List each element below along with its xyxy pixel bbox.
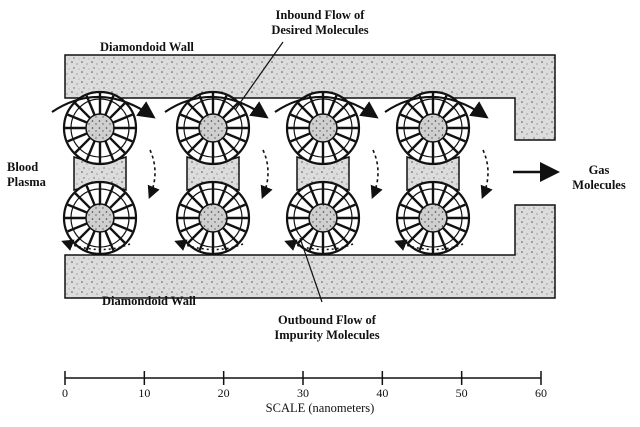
outbound-pointer-line bbox=[299, 237, 323, 303]
rotor-array bbox=[51, 90, 493, 256]
inbound-label-line2: Desired Molecules bbox=[271, 23, 369, 37]
scale-tick-label: 50 bbox=[455, 386, 468, 400]
rotation-dashed-arrow bbox=[480, 149, 493, 199]
top-rotor-4 bbox=[395, 90, 471, 166]
bottom-rotor-2 bbox=[175, 180, 251, 256]
rotor-hub bbox=[308, 203, 338, 233]
scale-tick-label: 60 bbox=[535, 386, 547, 400]
bottom-rotor-3 bbox=[285, 180, 361, 256]
top-rotor-2 bbox=[175, 90, 251, 166]
outbound-label-line2: Impurity Molecules bbox=[274, 328, 380, 342]
outbound-flow-label: Outbound Flow of Impurity Molecules bbox=[262, 313, 392, 343]
scale-tick-label: 30 bbox=[297, 386, 309, 400]
rotation-dashed-arrow bbox=[260, 149, 273, 199]
inbound-label-line1: Inbound Flow of bbox=[275, 8, 365, 22]
blood-plasma-label: Blood Plasma bbox=[7, 160, 46, 190]
blood-label-line1: Blood bbox=[7, 160, 39, 174]
bottom-rotor-4 bbox=[395, 180, 471, 256]
scale-tick-label: 20 bbox=[217, 386, 230, 400]
bottom-rotor-1 bbox=[62, 180, 138, 256]
scale-tick-label: 0 bbox=[62, 386, 68, 400]
rotation-dashed-arrow bbox=[147, 149, 160, 199]
blood-label-line2: Plasma bbox=[7, 175, 46, 189]
rotor-hub bbox=[85, 203, 115, 233]
gas-label-line2: Molecules bbox=[572, 178, 626, 192]
scale-tick-label: 40 bbox=[376, 386, 389, 400]
outbound-flow-arrow bbox=[284, 239, 354, 251]
inbound-flow-arrow bbox=[274, 95, 379, 119]
rotor-hub bbox=[418, 113, 448, 143]
gas-molecules-label: Gas Molecules bbox=[564, 163, 634, 193]
inbound-flow-arrow bbox=[164, 95, 269, 119]
rotation-dashed-arrow bbox=[370, 149, 383, 199]
outbound-flow-arrow bbox=[174, 239, 244, 251]
scale-tick-label: 10 bbox=[138, 386, 151, 400]
inbound-pointer-line bbox=[234, 41, 284, 111]
inbound-flow-label: Inbound Flow of Desired Molecules bbox=[260, 8, 380, 38]
outbound-label-line1: Outbound Flow of bbox=[278, 313, 376, 327]
rotor-hub bbox=[308, 113, 338, 143]
outbound-flow-arrow bbox=[394, 239, 464, 251]
bottom-diamondoid-wall bbox=[64, 204, 556, 299]
top-wall-label: Diamondoid Wall bbox=[100, 40, 194, 54]
rotor-hub bbox=[198, 113, 228, 143]
outbound-flow-arrow bbox=[61, 239, 131, 251]
inbound-flow-arrow bbox=[51, 95, 156, 119]
scale-title: SCALE (nanometers) bbox=[265, 401, 375, 415]
bottom-wall-label: Diamondoid Wall bbox=[102, 294, 196, 308]
gas-label-line1: Gas bbox=[588, 163, 610, 177]
inbound-flow-arrow bbox=[384, 95, 489, 119]
rotor-hub bbox=[85, 113, 115, 143]
scale-bar bbox=[64, 371, 542, 385]
rotor-hub bbox=[418, 203, 448, 233]
rotor-hub bbox=[198, 203, 228, 233]
